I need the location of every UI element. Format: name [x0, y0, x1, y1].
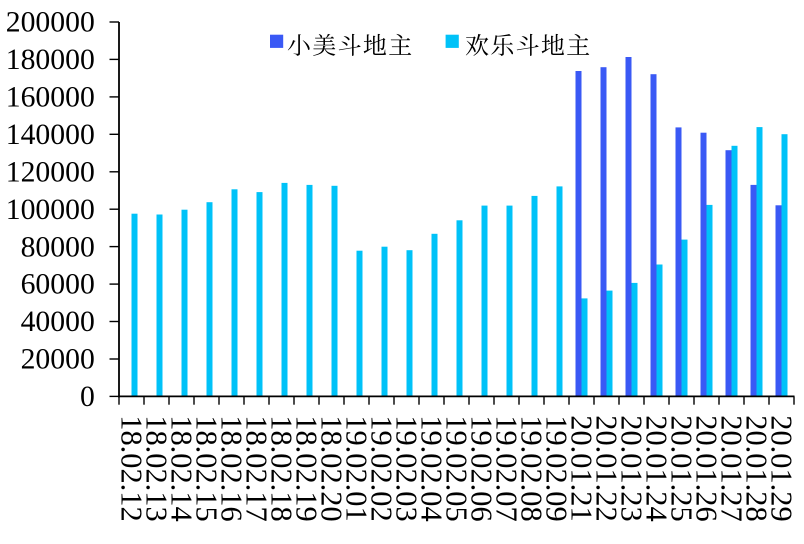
svg-text:19.02.01: 19.02.01 — [339, 415, 373, 521]
svg-text:0: 0 — [80, 381, 95, 413]
svg-text:80000: 80000 — [21, 231, 95, 263]
svg-text:19.02.09: 19.02.09 — [539, 415, 573, 521]
svg-text:20.01.25: 20.01.25 — [664, 415, 698, 521]
svg-text:20.01.23: 20.01.23 — [614, 415, 648, 521]
svg-text:20.01.26: 20.01.26 — [689, 415, 723, 521]
svg-text:180000: 180000 — [6, 44, 95, 76]
svg-text:160000: 160000 — [6, 82, 95, 114]
svg-text:19.02.06: 19.02.06 — [464, 415, 498, 521]
svg-text:18.02.20: 18.02.20 — [314, 415, 348, 521]
svg-text:19.02.04: 19.02.04 — [414, 415, 448, 521]
svg-text:40000: 40000 — [21, 306, 95, 338]
svg-text:200000: 200000 — [6, 7, 95, 39]
svg-text:60000: 60000 — [21, 269, 95, 301]
svg-text:19.02.08: 19.02.08 — [514, 415, 548, 521]
svg-text:18.02.15: 18.02.15 — [189, 415, 223, 521]
svg-text:18.02.16: 18.02.16 — [214, 415, 248, 521]
svg-text:18.02.18: 18.02.18 — [264, 415, 298, 521]
svg-text:19.02.02: 19.02.02 — [364, 415, 398, 521]
svg-text:19.02.03: 19.02.03 — [389, 415, 423, 521]
svg-text:140000: 140000 — [6, 119, 95, 151]
svg-text:20.01.27: 20.01.27 — [714, 415, 748, 521]
svg-text:19.02.07: 19.02.07 — [489, 415, 523, 521]
svg-text:18.02.13: 18.02.13 — [139, 415, 173, 521]
svg-text:20.01.24: 20.01.24 — [639, 415, 673, 521]
svg-text:100000: 100000 — [6, 194, 95, 226]
svg-text:18.02.14: 18.02.14 — [164, 415, 198, 521]
svg-text:20.01.29: 20.01.29 — [764, 415, 798, 521]
svg-text:20000: 20000 — [21, 344, 95, 376]
svg-text:120000: 120000 — [6, 156, 95, 188]
svg-text:20.01.22: 20.01.22 — [589, 415, 623, 521]
svg-text:20.01.21: 20.01.21 — [564, 415, 598, 521]
svg-text:18.02.17: 18.02.17 — [239, 415, 273, 521]
svg-text:18.02.19: 18.02.19 — [289, 415, 323, 521]
svg-text:18.02.12: 18.02.12 — [114, 415, 148, 521]
svg-text:19.02.05: 19.02.05 — [439, 415, 473, 521]
svg-text:20.01.28: 20.01.28 — [739, 415, 773, 521]
